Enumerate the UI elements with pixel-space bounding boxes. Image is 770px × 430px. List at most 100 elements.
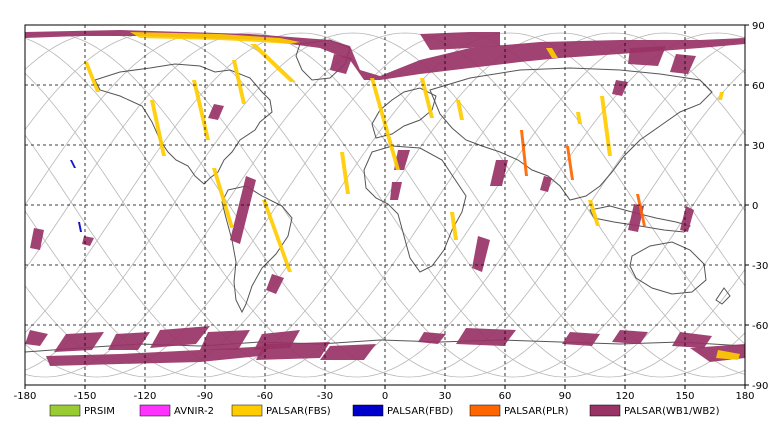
swath bbox=[672, 332, 712, 348]
x-tick-label: -90 bbox=[197, 391, 213, 402]
legend-item-avnir2: AVNIR-2 bbox=[139, 404, 214, 417]
swath bbox=[54, 332, 104, 352]
swath bbox=[84, 62, 100, 92]
swath bbox=[472, 236, 490, 272]
legend-swatch-palsar-fbs bbox=[231, 404, 263, 417]
x-tick-label: -30 bbox=[317, 391, 333, 402]
y-tick-label: 0 bbox=[752, 201, 758, 212]
swath bbox=[232, 60, 246, 104]
swath bbox=[208, 104, 224, 120]
longitude-axis: -180 -150 -120 -90 -60 -30 0 30 60 90 120 150 180 bbox=[14, 385, 755, 402]
x-tick-label: 150 bbox=[675, 391, 694, 402]
swath bbox=[456, 100, 464, 120]
africa-coast bbox=[363, 145, 467, 273]
legend-item-palsar-plr: PALSAR(PLR) bbox=[469, 404, 569, 417]
y-tick-label: -60 bbox=[752, 321, 768, 332]
swath bbox=[562, 332, 600, 346]
x-tick-label: 180 bbox=[735, 391, 754, 402]
swath bbox=[418, 332, 446, 344]
swath bbox=[576, 112, 582, 124]
new-zealand-coast bbox=[715, 287, 731, 305]
legend-item-prsim: PRSIM bbox=[49, 404, 115, 417]
swath bbox=[108, 332, 150, 350]
swath bbox=[30, 228, 44, 250]
swath bbox=[25, 30, 745, 80]
swath bbox=[70, 160, 76, 168]
y-tick-label: 30 bbox=[752, 141, 765, 152]
swath bbox=[490, 160, 508, 186]
x-tick-label: -180 bbox=[14, 391, 37, 402]
legend-label-prsim: PRSIM bbox=[84, 406, 115, 417]
y-tick-label: 60 bbox=[752, 81, 765, 92]
swath bbox=[420, 78, 434, 118]
graticule-grid bbox=[25, 25, 745, 385]
swath bbox=[566, 146, 574, 180]
swath bbox=[540, 176, 552, 192]
swath bbox=[680, 206, 694, 232]
swath bbox=[456, 328, 516, 346]
legend-swatch-palsar-fbd bbox=[352, 404, 384, 417]
legend-label-palsar-plr: PALSAR(PLR) bbox=[504, 406, 569, 417]
swath bbox=[718, 92, 724, 100]
legend-label-avnir2: AVNIR-2 bbox=[174, 406, 214, 417]
x-tick-label: 120 bbox=[615, 391, 634, 402]
x-tick-label: -60 bbox=[257, 391, 273, 402]
x-tick-label: 0 bbox=[382, 391, 388, 402]
legend-label-palsar-fbd: PALSAR(FBD) bbox=[387, 406, 453, 417]
swath bbox=[130, 32, 300, 44]
legend-label-palsar-fbs: PALSAR(FBS) bbox=[266, 406, 331, 417]
swath bbox=[150, 326, 210, 348]
swath bbox=[230, 176, 256, 244]
swath bbox=[330, 54, 352, 74]
swath bbox=[266, 274, 284, 294]
x-tick-label: 90 bbox=[559, 391, 572, 402]
y-tick-label: 90 bbox=[752, 21, 765, 32]
legend-swatch-avnir2 bbox=[139, 404, 171, 417]
legend: PRSIM AVNIR-2 PALSAR(FBS) PALSAR(FBD) PA… bbox=[49, 404, 720, 417]
swath bbox=[588, 200, 600, 226]
y-tick-label: -90 bbox=[752, 381, 768, 392]
swath bbox=[600, 96, 612, 156]
legend-swatch-prsim bbox=[49, 404, 81, 417]
europe-coast bbox=[371, 87, 437, 139]
legend-item-palsar-wb: PALSAR(WB1/WB2) bbox=[589, 404, 720, 417]
swath bbox=[200, 330, 250, 350]
swath bbox=[670, 54, 696, 74]
swath bbox=[546, 48, 558, 58]
legend-item-palsar-fbd: PALSAR(FBD) bbox=[352, 404, 453, 417]
swath bbox=[212, 168, 234, 228]
x-tick-label: 60 bbox=[499, 391, 512, 402]
legend-label-palsar-wb: PALSAR(WB1/WB2) bbox=[624, 406, 720, 417]
swath bbox=[612, 80, 628, 96]
swath bbox=[150, 100, 166, 156]
map-plot-area bbox=[24, 24, 746, 386]
x-tick-label: -120 bbox=[134, 391, 157, 402]
swath bbox=[390, 182, 402, 200]
latitude-axis: 90 60 30 0 -30 -60 -90 bbox=[745, 21, 768, 392]
swath bbox=[46, 346, 270, 366]
swath bbox=[256, 342, 330, 360]
legend-item-palsar-fbs: PALSAR(FBS) bbox=[231, 404, 331, 417]
swath bbox=[420, 32, 500, 50]
y-tick-label: -30 bbox=[752, 261, 768, 272]
swath bbox=[340, 152, 350, 194]
swath bbox=[320, 344, 376, 360]
swath bbox=[450, 212, 458, 240]
swath bbox=[520, 130, 528, 176]
swath bbox=[250, 44, 296, 82]
swath bbox=[612, 330, 648, 344]
swath bbox=[25, 330, 48, 346]
x-tick-label: 30 bbox=[439, 391, 452, 402]
asia-coast bbox=[429, 67, 713, 201]
swath bbox=[262, 200, 292, 272]
swath bbox=[192, 80, 210, 140]
swath bbox=[716, 350, 740, 360]
swath bbox=[78, 222, 82, 232]
swath bbox=[636, 194, 646, 226]
legend-swatch-palsar-plr bbox=[469, 404, 501, 417]
australia-coast bbox=[629, 241, 707, 295]
legend-swatch-palsar-wb bbox=[589, 404, 621, 417]
swath bbox=[628, 46, 666, 66]
x-tick-label: -150 bbox=[74, 391, 97, 402]
